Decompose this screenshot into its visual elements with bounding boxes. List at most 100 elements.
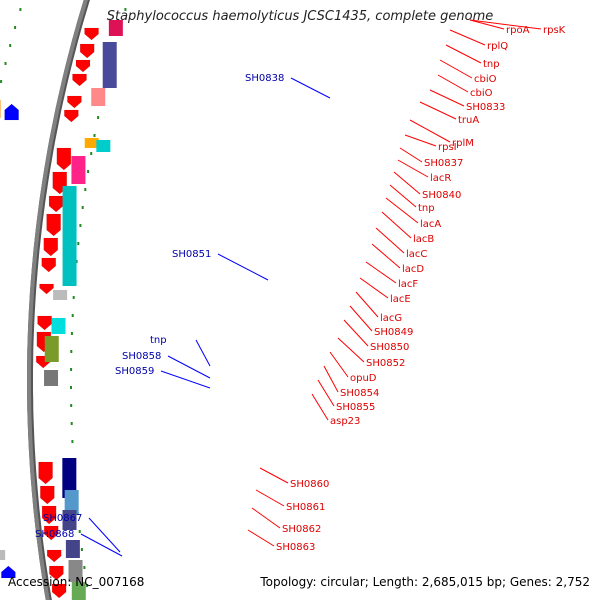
reverse-label-leader — [389, 184, 417, 208]
reverse-gene-arrow — [43, 237, 59, 257]
forward-gene-arrow — [1, 565, 16, 579]
tick-dots-inner-dot — [77, 242, 80, 245]
forward-gene-block — [0, 550, 6, 560]
forward-gene-label: tnp — [150, 335, 167, 346]
reverse-gene-arrow — [67, 95, 82, 109]
tick-dots-inner-dot — [90, 152, 93, 155]
map-title: Staphylococcus haemolyticus JCSC1435, co… — [106, 9, 494, 24]
reverse-gene-label: SH0837 — [424, 158, 463, 169]
reverse-gene-block — [91, 88, 106, 106]
forward-label-leader — [167, 355, 211, 379]
tick-dots-outer-dot — [9, 44, 12, 47]
reverse-gene-arrow — [39, 283, 54, 295]
reverse-gene-label: SH0855 — [336, 402, 375, 413]
reverse-label-leader — [449, 29, 486, 46]
reverse-gene-arrow — [46, 213, 61, 237]
tick-dots-inner-dot — [80, 548, 83, 551]
forward-label-leader — [160, 370, 211, 389]
reverse-gene-arrow — [41, 257, 56, 273]
reverse-gene-arrow — [72, 73, 87, 87]
reverse-label-leader — [247, 529, 275, 547]
forward-gene-block — [0, 100, 1, 118]
forward-label-leader — [88, 517, 121, 553]
reverse-gene-block — [96, 140, 111, 152]
topology-label: Topology: circular; Length: 2,685,015 bp… — [260, 575, 590, 589]
tick-dots-inner-dot — [78, 530, 81, 533]
reverse-gene-block — [62, 458, 77, 498]
forward-gene-label: SH0851 — [172, 249, 211, 260]
reverse-label-leader — [393, 171, 421, 195]
reverse-label-leader — [337, 337, 365, 363]
reverse-gene-label: tnp — [483, 59, 500, 70]
reverse-gene-label: rplQ — [487, 41, 508, 52]
accession-label: Accession: NC_007168 — [8, 575, 145, 589]
reverse-gene-arrow — [43, 525, 59, 541]
reverse-gene-label: SH0840 — [422, 190, 461, 201]
forward-label-leader — [195, 339, 211, 367]
reverse-gene-arrow — [49, 565, 64, 581]
reverse-gene-label: lacR — [430, 173, 451, 184]
reverse-gene-label: truA — [458, 115, 479, 126]
tick-dots-inner-dot — [70, 386, 72, 389]
reverse-gene-block — [68, 560, 83, 582]
reverse-label-leader — [469, 19, 542, 30]
forward-gene-label: SH0858 — [122, 351, 161, 362]
reverse-label-leader — [419, 101, 457, 120]
reverse-label-leader — [359, 277, 389, 299]
forward-gene-label: SH0867 — [43, 513, 82, 524]
reverse-gene-arrow — [37, 315, 52, 331]
forward-gene-label: SH0859 — [115, 366, 154, 377]
reverse-gene-label: cbiO — [470, 88, 493, 99]
backbone-line — [27, 0, 88, 600]
tick-dots-inner-dot — [70, 332, 73, 335]
tick-dots-inner-dot — [93, 134, 96, 137]
tick-dots-inner-dot — [71, 440, 74, 443]
reverse-label-leader — [409, 119, 451, 143]
reverse-gene-arrow — [48, 195, 64, 213]
forward-gene-arrow — [4, 103, 19, 121]
reverse-gene-label: lacG — [380, 313, 402, 324]
reverse-gene-block — [51, 318, 66, 334]
reverse-label-leader — [355, 291, 379, 318]
tick-dots-outer-dot — [19, 8, 22, 11]
tick-dots-inner-dot — [81, 206, 84, 209]
reverse-gene-arrow — [75, 59, 91, 73]
reverse-label-leader — [469, 19, 505, 30]
reverse-label-leader — [311, 393, 329, 421]
reverse-gene-label: SH0849 — [374, 327, 413, 338]
reverse-gene-block — [62, 186, 77, 286]
reverse-gene-label: cbiO — [474, 74, 497, 85]
reverse-gene-arrow — [40, 485, 55, 505]
tick-dots-outer-dot — [4, 62, 7, 65]
reverse-gene-block — [44, 370, 59, 386]
tick-dots-inner-dot — [97, 116, 100, 119]
tick-dots-inner-dot — [124, 8, 127, 11]
tick-dots-inner-dot — [86, 584, 89, 587]
reverse-label-leader — [343, 319, 369, 347]
reverse-gene-arrow — [79, 43, 95, 59]
reverse-gene-label: rpsK — [543, 25, 566, 36]
reverse-gene-arrow — [41, 505, 57, 525]
reverse-gene-label: SH0852 — [366, 358, 405, 369]
reverse-gene-label: SH0850 — [370, 342, 409, 353]
tick-dots-inner-dot — [72, 296, 75, 299]
reverse-gene-block — [64, 490, 79, 514]
forward-label-leader — [80, 533, 123, 557]
reverse-gene-arrow — [38, 461, 53, 485]
forward-label-leader — [217, 253, 269, 281]
reverse-gene-block — [62, 510, 77, 530]
reverse-label-leader — [397, 159, 429, 178]
reverse-gene-label: SH0861 — [286, 502, 325, 513]
reverse-label-leader — [317, 379, 335, 407]
reverse-gene-block — [65, 540, 80, 558]
tick-dots-inner-dot — [71, 314, 74, 317]
reverse-label-leader — [404, 134, 437, 147]
forward-gene-label: SH0838 — [245, 73, 284, 84]
reverse-gene-label: SH0833 — [466, 102, 505, 113]
reverse-label-leader — [259, 467, 289, 484]
reverse-gene-block — [71, 156, 86, 184]
reverse-label-leader — [329, 351, 349, 378]
reverse-gene-arrow — [84, 27, 99, 41]
tick-dots-inner-dot — [87, 170, 90, 173]
